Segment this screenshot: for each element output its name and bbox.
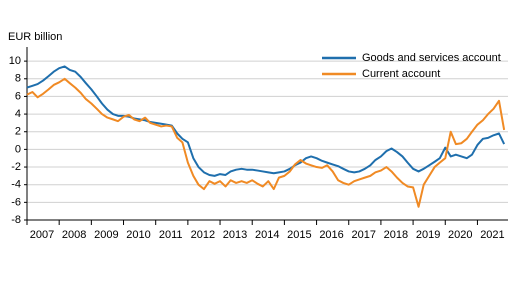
y-tick-label: 10: [9, 55, 21, 67]
y-tick-label: -2: [11, 161, 21, 173]
x-tick-label: 2009: [94, 229, 118, 241]
legend-label: Current account: [362, 68, 440, 80]
x-tick-label: 2015: [287, 229, 311, 241]
y-tick-label: 2: [15, 126, 21, 138]
x-tick-label: 2014: [255, 229, 279, 241]
x-tick-label: 2021: [480, 229, 504, 241]
x-tick-label: 2010: [126, 229, 150, 241]
x-tick-label: 2018: [384, 229, 408, 241]
x-tick-label: 2007: [30, 229, 54, 241]
y-tick-label: -6: [11, 196, 21, 208]
series-line: [26, 65, 506, 177]
y-tick-label: -4: [11, 179, 21, 191]
y-tick-label: 8: [15, 73, 21, 85]
y-tick-label: 6: [15, 90, 21, 102]
x-tick-label: 2016: [319, 229, 343, 241]
x-tick-label: 2012: [191, 229, 215, 241]
x-tick-label: 2020: [448, 229, 472, 241]
series-line: [26, 77, 506, 208]
y-tick-label: -8: [11, 214, 21, 226]
y-tick-label: 4: [15, 108, 21, 120]
legend-label: Goods and services account: [362, 52, 501, 64]
y-axis-label: EUR billion: [8, 31, 62, 43]
x-tick-label: 2019: [416, 229, 440, 241]
x-tick-label: 2008: [62, 229, 86, 241]
x-tick-label: 2013: [223, 229, 247, 241]
x-tick-label: 2017: [351, 229, 375, 241]
y-tick-label: 0: [15, 143, 21, 155]
x-tick-label: 2011: [159, 229, 183, 241]
